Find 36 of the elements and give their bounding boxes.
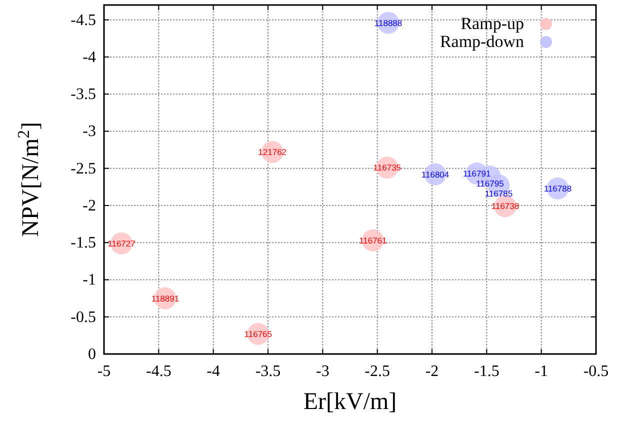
annotation: 116788 [544,183,572,194]
y-tick-label: -2 [82,197,96,214]
annotation: 118888 [374,18,402,28]
x-tick-label: -4 [206,363,220,380]
x-tick-label: -3.5 [255,363,281,380]
x-axis-title: Er[kV/m] [303,389,397,415]
y-tick-label: -2.5 [70,160,96,178]
y-tick-label: -4.5 [70,12,96,29]
x-tick-label: -2 [425,363,439,380]
y-tick-label: -3 [82,123,96,140]
annotation: 118891 [151,293,180,304]
y-tick-label: -1.5 [70,234,96,252]
x-tick-label: -1.5 [474,363,500,380]
legend-label: Ramp-down [440,32,524,51]
y-tick-label: -0.5 [70,308,96,326]
annotation: 116727 [108,238,136,248]
x-tick-label: -2.5 [364,363,390,380]
annotation: 121762 [258,147,287,158]
x-tick-label: -5 [97,363,111,380]
y-tick-label: 0 [88,346,96,363]
y-tick-label: -4 [82,48,96,66]
annotation: 116791 [462,168,491,179]
x-tick-label: -3 [316,363,330,380]
legend-label: Ramp-up [460,14,524,33]
annotation: 116738 [491,201,520,212]
annotation: 116735 [373,162,402,173]
annotation: 116761 [359,235,388,246]
annotation: 116795 [476,178,504,189]
annotation: 116785 [484,188,513,199]
x-tick-label: -1 [534,363,548,380]
x-tick-label: -4.5 [146,363,172,380]
x-tick-label: -0.5 [583,363,609,380]
y-tick-label: -3.5 [70,86,96,104]
annotation: 116765 [244,328,272,339]
annotation: 116804 [421,169,450,180]
y-tick-label: -1 [82,272,96,289]
